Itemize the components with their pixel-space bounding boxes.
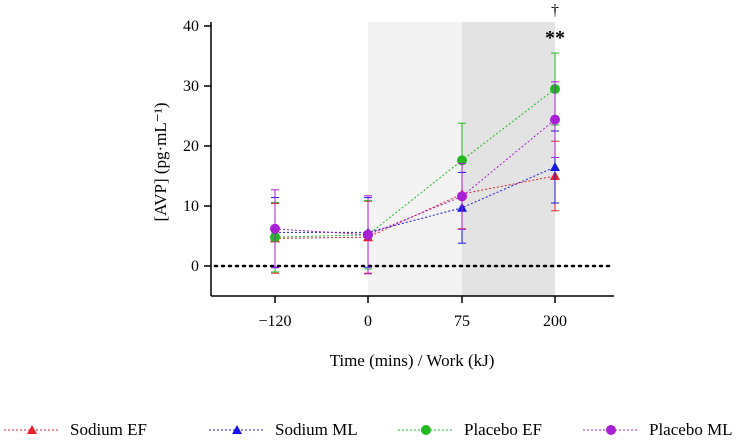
legend-label: Placebo ML: [649, 420, 733, 439]
legend-marker: [421, 425, 431, 435]
y-tick-label: 20: [183, 138, 199, 155]
significance-annotation: **: [545, 27, 565, 49]
y-tick-label: 0: [191, 258, 199, 275]
data-point: [457, 191, 467, 202]
y-axis-title: [AVP] (pg·mL⁻¹): [151, 102, 170, 221]
series-line: [275, 166, 556, 233]
legend-swatch: [4, 425, 60, 434]
x-tick-label: 75: [454, 313, 470, 330]
annotations: † **: [545, 2, 565, 49]
legend-label: Placebo EF: [464, 420, 542, 439]
legend-item-placebo-ml: Placebo ML: [581, 418, 733, 442]
legend-marker: [606, 425, 616, 435]
y-tick-label: 30: [183, 78, 199, 95]
data-point: [270, 223, 280, 234]
legend-swatch: [583, 425, 639, 435]
y-tick-label: 40: [183, 18, 199, 35]
shaded-region-1: [368, 22, 462, 296]
legend-marker: [232, 425, 242, 434]
shaded-bands: [368, 22, 555, 296]
legend-item-sodium-ef: Sodium EF: [2, 418, 147, 442]
dagger-annotation: †: [551, 2, 559, 19]
x-tick-label: −120: [258, 313, 291, 330]
data-point: [363, 229, 373, 240]
series-line: [274, 88, 556, 238]
data-point: [550, 114, 560, 125]
series-line: [274, 175, 556, 239]
x-tick-label: 200: [543, 313, 567, 330]
data-point: [550, 162, 560, 171]
x-axis-title: Time (mins) / Work (kJ): [330, 351, 495, 370]
legend-swatch: [398, 425, 454, 435]
shaded-region-2: [462, 22, 555, 296]
legend-marker: [27, 425, 37, 434]
legend: Sodium EF Sodium ML Placebo EF Placebo ML: [0, 418, 743, 442]
legend-label: Sodium ML: [275, 420, 358, 439]
y-tick-label: 10: [183, 198, 199, 215]
legend-item-sodium-ml: Sodium ML: [207, 418, 358, 442]
series-placebo-ml: [270, 81, 560, 275]
legend-label: Sodium EF: [70, 420, 147, 439]
legend-item-placebo-ef: Placebo EF: [396, 418, 542, 442]
x-tick-label: 0: [364, 313, 372, 330]
legend-swatch: [209, 425, 265, 434]
series-layer: [270, 52, 560, 275]
axes: 0 10 20 30 40 −120 0 75 200: [183, 18, 616, 330]
